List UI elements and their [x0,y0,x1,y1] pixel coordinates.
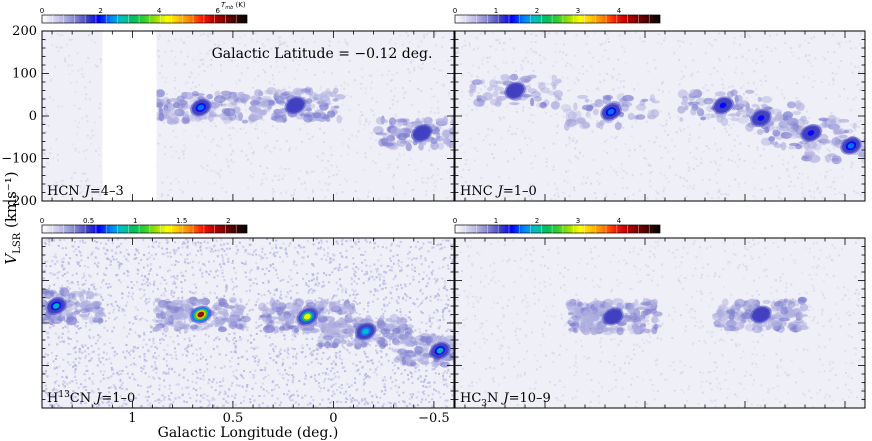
emission-peak-2 [600,102,622,121]
molecule-label: HCN J=4–3 [47,184,124,199]
colorbar-tick-label: 0 [453,7,457,15]
emission-peak-5 [429,341,451,360]
emission-peak-2 [750,305,772,324]
x-tick-label: 1 [128,411,136,426]
emission-peak-2 [190,305,212,324]
colorbar-tick-label: 3 [576,217,580,225]
colorbar-tick-label: 2 [226,217,230,225]
emission-peak-2 [284,96,306,115]
panel-hnc: HNC J=1–0 0 1 2 3 4 [453,7,866,202]
noise-texture [455,31,865,201]
no-data-region [102,31,157,201]
x-tick-label: 0.5 [223,411,244,426]
emission-peak-1 [602,307,624,326]
noise-texture [42,31,454,201]
axis-ticks [42,237,454,409]
axis-ticks [455,237,865,409]
colorbar-tick-label: 0 [40,7,44,15]
y-tick-label: 200 [12,24,37,39]
colorbar-tick-label: 2 [535,7,539,15]
panel-hc3n: HC3N J=10–9 0 1 2 3 4 [453,217,866,409]
x-tick-labels: 1 0.5 0 −0.5 [128,411,449,426]
colorbar-tick-label: 4 [617,7,622,15]
colorbar-tick-label: 1.5 [176,217,187,225]
colorbar-tick-label: 0 [40,217,44,225]
colorbar-tick-label: 1 [133,217,137,225]
colorbar: 0 1 2 3 4 [453,217,661,234]
emission-peak-4 [354,322,377,341]
colorbar-tick-label: 0.5 [83,217,94,225]
y-tick-label: −100 [1,152,37,167]
emission-peak-1 [45,297,67,315]
molecule-label: HC3N J=10–9 [460,391,551,409]
colorbar-tick-label: 3 [576,7,580,15]
galactic-latitude-note: Galactic Latitude = −0.12 deg. [212,46,433,62]
colorbar-unit: Tmb (K) [221,1,246,11]
colorbar-tick-label: 4 [157,7,162,15]
y-tick-label: 100 [12,67,37,82]
colorbar: 0 0.5 1 1.5 2 [40,217,248,234]
y-axis-label: VLSR (kms⁻¹) [2,171,23,264]
colorbar-tick-label: 6 [215,7,220,15]
emission-peak-1 [504,81,526,100]
emission-peak-3 [712,96,734,115]
molecule-label: HNC J=1–0 [460,184,537,199]
x-tick-label: 0 [329,411,337,426]
emission-peak-4 [750,109,772,128]
x-tick-label: −0.5 [418,411,450,426]
axis-ticks [455,30,865,202]
emission-peak-6 [840,136,862,155]
axis-ticks [42,30,454,202]
y-tick-label: −200 [1,194,37,209]
colorbar-tick-label: 4 [617,217,622,225]
colorbar-tick-label: 0 [453,217,457,225]
colorbar-tick-label: 2 [535,217,539,225]
emission-peak-3 [411,124,433,142]
panel-h13cn: H13CN J=1–0 0 0.5 1 1.5 2 1 0.5 0 −0.5 [40,217,455,426]
x-axis-label: Galactic Longitude (deg.) [158,425,339,441]
colorbar: 0 1 2 3 4 [453,7,661,24]
y-tick-labels: 200 100 0 −100 −200 [1,24,37,209]
panel-background [455,31,865,201]
colorbar-tick-label: 2 [98,7,102,15]
colorbar-tick-label: 1 [494,217,498,225]
molecule-label: H13CN J=1–0 [47,390,135,406]
colorbar-tick-label: 1 [494,7,498,15]
emission-peak-3 [296,307,319,326]
emission-peak-5 [800,124,822,142]
emission-peak-1 [190,98,212,117]
y-tick-label: 0 [29,109,37,124]
